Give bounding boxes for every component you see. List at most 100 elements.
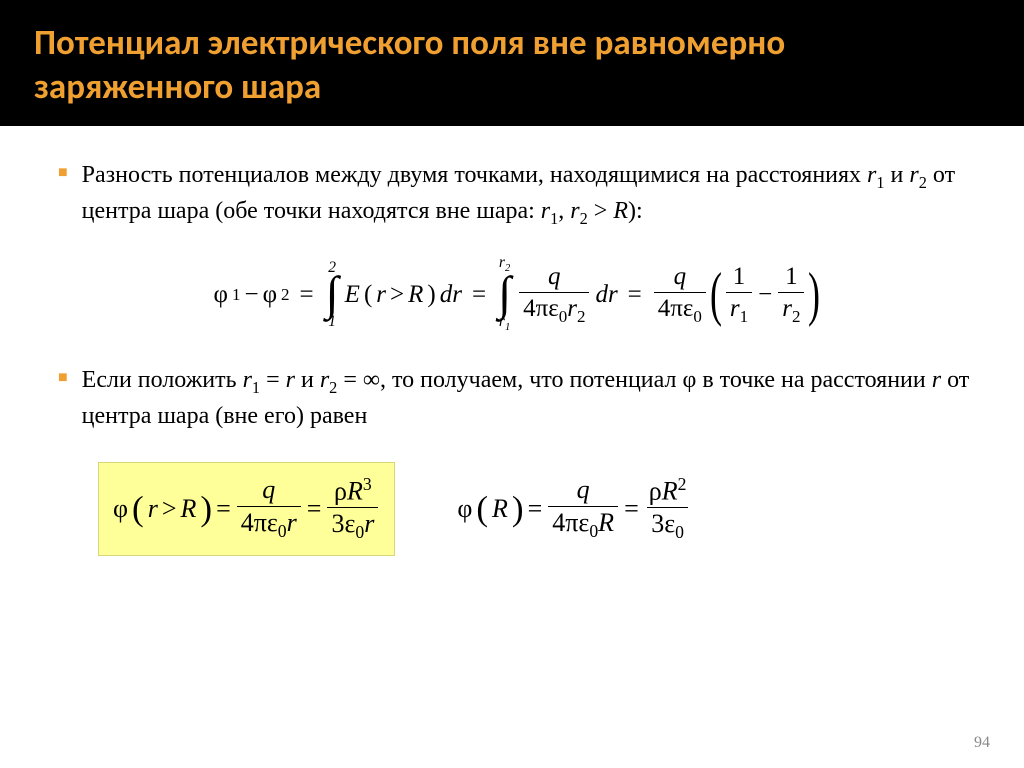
sub: 2 [580,209,588,228]
t: R [662,477,678,506]
integral-icon: ∫ [326,274,339,314]
slide-title: Потенциал электрического поля вне равном… [34,22,990,110]
eq: = [260,367,286,393]
t: 4πε [241,508,278,537]
phi: φ [263,281,277,309]
eq: = [528,494,543,524]
equation-2a-highlighted: φ(r > R) = q 4πε0r = ρR3 3ε0r [98,462,395,556]
s: 2 [792,307,801,326]
num: ρR2 [645,475,691,507]
s: 0 [278,521,287,541]
dr: dr [440,281,462,309]
rp: ) [427,281,435,309]
num: q [573,476,594,506]
text: и [295,367,320,393]
fraction: 1 r1 [726,263,752,326]
var-E: E [345,281,360,309]
fraction: 1 r2 [778,263,804,326]
t: r [730,295,740,322]
t: R [598,508,614,537]
slide-header: Потенциал электрического поля вне равном… [0,0,1024,126]
bullet-1: ■ Разность потенциалов между двумя точка… [58,158,974,231]
page-number: 94 [974,734,990,752]
t: 4πε [523,295,559,322]
fraction: q 4πε0R [548,476,618,541]
var: R [492,494,508,524]
text: = ∞, то получаем, что потенциал φ в точк… [337,367,931,393]
var: r [570,198,579,224]
eq: = [628,281,642,309]
equation-2b: φ(R) = q 4πε0R = ρR2 3ε0 [457,475,692,543]
sup: 3 [363,474,372,494]
num: 1 [781,263,802,292]
den: 4πε0R [548,506,618,542]
sub: 2 [281,285,290,305]
t: r [364,509,374,538]
s: 1 [505,322,510,333]
var: r [243,367,252,393]
t: 3ε [651,509,675,538]
eq: = [624,494,639,524]
t: r [782,295,792,322]
phi: φ [457,494,472,524]
t: R [347,477,363,506]
var-r2: r [909,162,918,188]
eq: = [216,494,231,524]
fraction: q 4πε0r2 [519,263,589,326]
t: r [287,508,297,537]
den: 4πε0r2 [519,292,589,327]
slide-content: ■ Разность потенциалов между двумя точка… [0,126,1024,556]
num: q [544,263,565,292]
t: 3ε [331,509,355,538]
integral-2: r2 ∫ r1 [498,256,511,332]
var-R: R [613,198,628,224]
s: 2 [577,307,586,326]
den: 4πε0 [654,292,706,327]
paren-left-icon: ( [710,260,722,329]
var-r1: r [867,162,876,188]
fraction: ρR3 3ε0r [327,475,378,543]
var: r [932,367,941,393]
integral-1: 2 ∫ 1 [326,261,339,328]
s: 1 [740,307,749,326]
bullet-icon: ■ [58,158,68,231]
paren-right-icon: ) [808,260,820,329]
num: q [670,263,691,292]
den: r1 [726,292,752,327]
bullet-1-text: Разность потенциалов между двумя точками… [82,158,974,231]
text: , [558,198,570,224]
text: > [588,198,614,224]
equation-1: φ1 − φ2 = 2 ∫ 1 E(r > R)dr = r2 ∫ r1 q 4… [58,256,974,332]
var: r [320,367,329,393]
t: ρ [334,477,347,506]
bullet-icon: ■ [58,363,68,434]
den: 3ε0 [647,507,688,543]
fraction: q 4πε0r [237,476,301,541]
phi: φ [113,494,128,524]
t: ρ [649,477,662,506]
op: − [758,281,772,309]
text: Если положить [82,367,243,393]
eq: = [472,281,486,309]
integral-icon: ∫ [498,274,511,314]
sub: 1 [252,378,260,397]
equation-2-row: φ(r > R) = q 4πε0r = ρR3 3ε0r φ(R) = q 4… [98,462,974,556]
text: Разность потенциалов между двумя точками… [82,162,867,188]
lp: ( [476,489,488,529]
rp: ) [512,489,524,529]
den: r2 [778,292,804,327]
op: − [244,281,258,309]
bullet-2-text: Если положить r1 = r и r2 = ∞, то получа… [82,363,974,434]
rp: ) [200,489,212,529]
lp: ( [364,281,372,309]
sub: 1 [876,172,884,191]
eq: = [300,281,314,309]
den: 4πε0r [237,506,301,542]
s: 0 [693,307,702,326]
var: r [148,494,158,524]
var: r [286,367,295,393]
lim-lo: 1 [328,315,336,328]
phi: φ [214,281,228,309]
text: ): [628,198,643,224]
sub: 2 [919,172,927,191]
